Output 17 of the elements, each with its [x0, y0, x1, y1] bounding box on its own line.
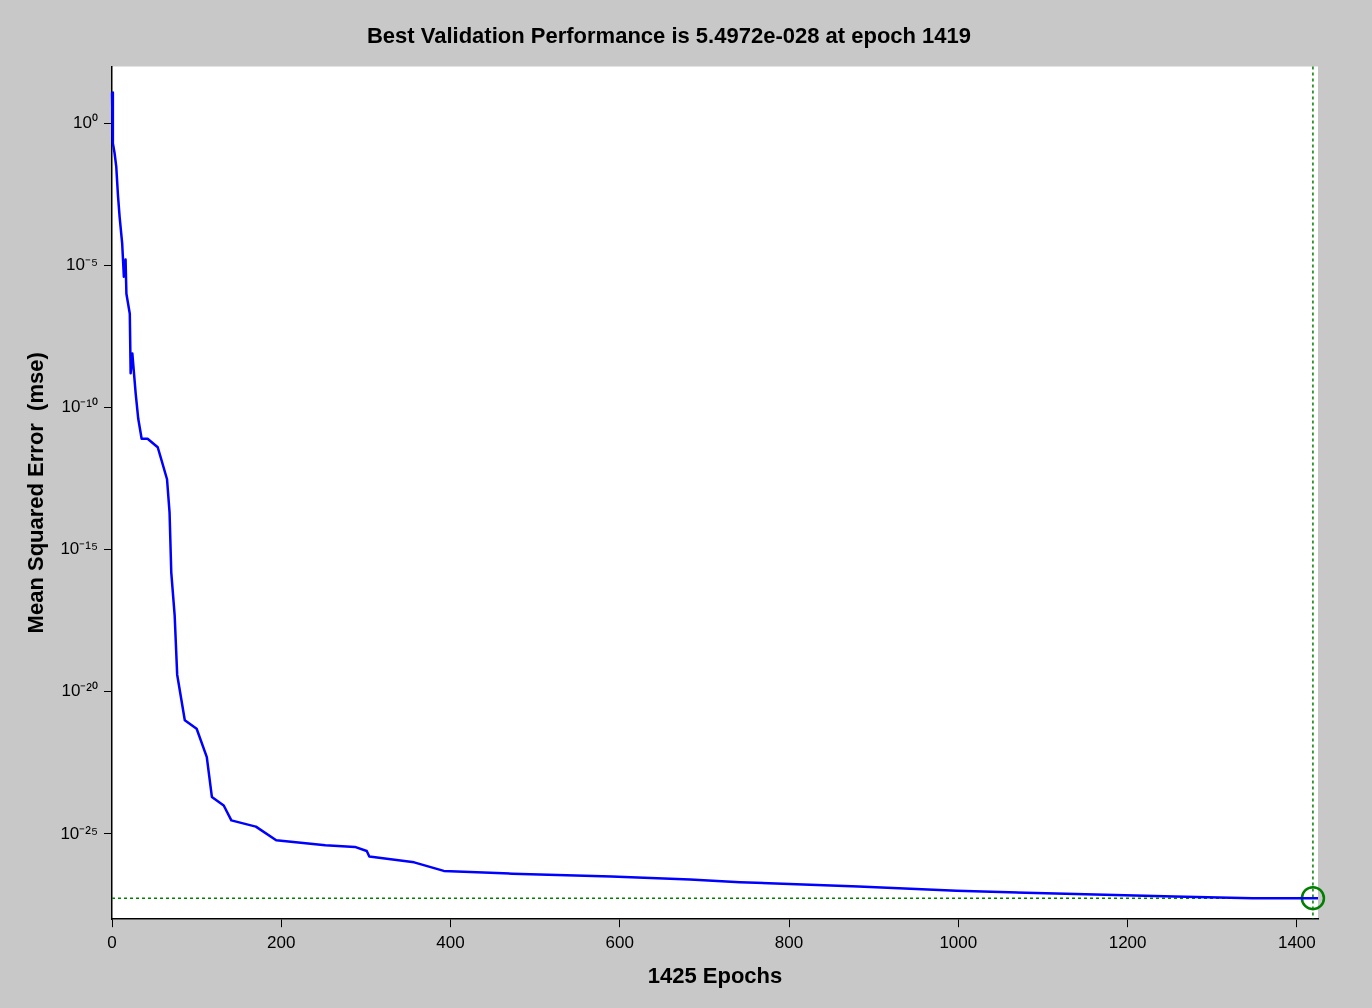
- x-tick-label: 1400: [1277, 933, 1316, 953]
- y-tick-label: 10⁻²⁵: [60, 823, 99, 843]
- x-tick-label: 800: [774, 933, 804, 953]
- chart-title: Best Validation Performance is 5.4972e-028 at epoch 1419: [366, 23, 972, 49]
- y-tick-label: 10⁻⁵: [66, 255, 99, 275]
- x-axis-title: 1425 Epochs: [647, 962, 783, 988]
- y-tick-label: 10⁻²⁰: [61, 681, 99, 701]
- x-tick-label: 1000: [939, 933, 978, 953]
- x-tick-label: 200: [267, 933, 296, 953]
- y-axis-title: Mean Squared Error (mse): [23, 352, 49, 634]
- y-tick-label: 10⁰: [73, 112, 99, 132]
- x-tick-label: 600: [605, 933, 634, 953]
- x-tick-label: 0: [107, 933, 117, 953]
- y-tick-label: 10⁻¹⁵: [60, 539, 99, 559]
- x-tick-label: 400: [436, 933, 465, 953]
- y-tick-label: 10⁻¹⁰: [61, 397, 99, 417]
- x-tick-label: 1200: [1108, 933, 1147, 953]
